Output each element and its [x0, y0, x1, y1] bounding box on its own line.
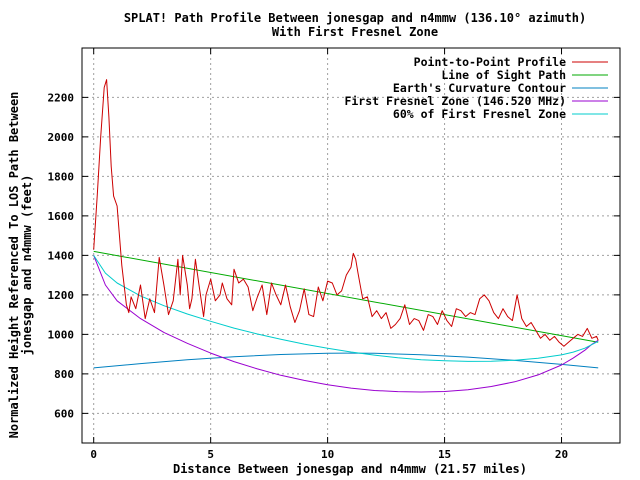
series-line-3 [93, 255, 599, 393]
y-tick-label: 800 [54, 368, 74, 381]
legend-label-2: Earth's Curvature Contour [393, 81, 566, 95]
y-tick-label: 1600 [48, 210, 75, 223]
y-tick-label: 2000 [48, 131, 75, 144]
x-tick-label: 20 [555, 448, 568, 461]
legend-label-1: Line of Sight Path [441, 68, 566, 82]
x-tick-label: 15 [438, 448, 451, 461]
chart-title: SPLAT! Path Profile Between jonesgap and… [124, 11, 586, 25]
y-tick-label: 2200 [48, 91, 75, 104]
series-line-1 [93, 250, 599, 343]
series-line-4 [93, 255, 599, 362]
y-tick-label: 1000 [48, 328, 75, 341]
y-tick-label: 1400 [48, 249, 75, 262]
legend-label-3: First Fresnel Zone (146.520 MHz) [344, 94, 566, 108]
plot-frame [81, 47, 621, 444]
x-tick-label: 0 [90, 448, 97, 461]
chart-subtitle: With First Fresnel Zone [272, 25, 438, 39]
y-axis-ticks: 600 800 1000 1200 1400 1600 1800 2000 2200 [48, 91, 620, 420]
legend-label-0: Point-to-Point Profile [414, 55, 566, 69]
x-axis-ticks: 0 5 10 15 20 [90, 48, 568, 461]
x-tick-label: 5 [207, 448, 214, 461]
series-group [93, 79, 599, 393]
x-axis-label: Distance Between jonesgap and n4mmw (21.… [173, 462, 527, 476]
legend-label-4: 60% of First Fresnel Zone [393, 107, 566, 121]
y-tick-label: 1800 [48, 170, 75, 183]
grid [82, 48, 620, 443]
y-tick-label: 600 [54, 407, 74, 420]
x-tick-label: 10 [321, 448, 334, 461]
y-tick-label: 1200 [48, 289, 75, 302]
y-axis-label-line1: Normalized Height Referenced To LOS Path… [7, 92, 21, 439]
series-line-0 [93, 79, 599, 347]
y-axis-label-line2: jonesgap and n4mmw (feet) [20, 175, 34, 356]
series-line-2 [93, 352, 599, 369]
